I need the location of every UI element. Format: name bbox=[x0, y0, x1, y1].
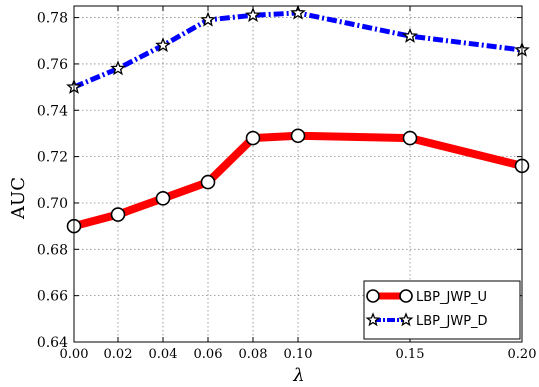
legend-label: LBP_JWP_U bbox=[416, 290, 487, 305]
legend-marker bbox=[399, 289, 413, 303]
data-point bbox=[402, 130, 418, 146]
x-tick-label: 0.10 bbox=[284, 347, 313, 362]
y-axis-label: AUC bbox=[8, 177, 29, 220]
y-tick-label: 0.68 bbox=[37, 242, 68, 258]
data-point bbox=[200, 11, 216, 27]
legend-label: LBP_JWP_D bbox=[416, 314, 488, 329]
data-point bbox=[402, 27, 418, 43]
data-point bbox=[245, 130, 261, 146]
series-LBP_JWP_U bbox=[66, 128, 530, 234]
series-LBP_JWP_D bbox=[66, 4, 530, 94]
data-point bbox=[155, 191, 171, 206]
y-tick-label: 0.66 bbox=[37, 289, 68, 305]
data-point bbox=[155, 37, 171, 53]
grid-lines bbox=[74, 6, 522, 342]
x-axis-label: λ bbox=[292, 365, 304, 386]
x-tick-label: 0.04 bbox=[149, 347, 178, 362]
y-tick-label: 0.70 bbox=[37, 196, 68, 212]
axis-ticks: 0.00 0.02 0.04 0.06 0.08 0.10 0.15 0.20 0.64 0.66… bbox=[37, 6, 537, 362]
data-point bbox=[110, 60, 126, 76]
data-point bbox=[290, 4, 306, 20]
x-tick-label: 0.08 bbox=[239, 347, 268, 362]
x-tick-label: 0.02 bbox=[104, 347, 133, 362]
x-tick-label: 0.06 bbox=[194, 347, 223, 362]
legend-box bbox=[363, 280, 521, 340]
y-tick-label: 0.76 bbox=[37, 57, 68, 73]
x-tick-label: 0.15 bbox=[396, 347, 425, 362]
y-tick-label: 0.72 bbox=[37, 150, 68, 166]
legend-marker bbox=[398, 312, 414, 327]
legend-marker bbox=[365, 312, 381, 327]
data-point bbox=[290, 128, 306, 144]
x-tick-label: 0.00 bbox=[60, 347, 89, 362]
y-tick-label: 0.78 bbox=[37, 11, 68, 27]
legend-marker bbox=[366, 289, 380, 303]
data-point bbox=[110, 207, 126, 222]
y-tick-label: 0.74 bbox=[37, 103, 68, 119]
series-line bbox=[73, 10, 523, 90]
series-line bbox=[72, 131, 523, 231]
legend: LBP_JWP_U LBP_JWP_D bbox=[363, 280, 521, 340]
data-point bbox=[200, 174, 216, 190]
series-layer bbox=[66, 4, 530, 234]
data-point bbox=[245, 6, 261, 22]
x-tick-label: 0.20 bbox=[508, 347, 537, 362]
y-tick-label: 0.64 bbox=[37, 335, 68, 351]
